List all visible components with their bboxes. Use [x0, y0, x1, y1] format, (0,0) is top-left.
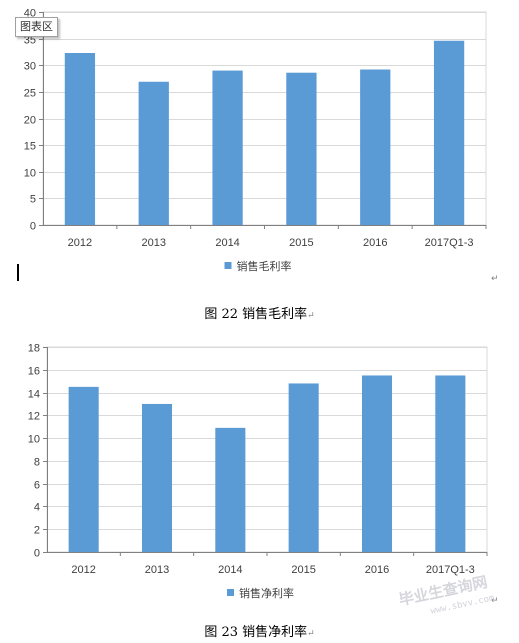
x-tick-label: 2014 — [215, 237, 239, 249]
y-tick-label: 10 — [28, 434, 40, 446]
caption-22-paragraph-mark: ↵ — [307, 311, 315, 321]
paragraph-mark-1: ↵ — [491, 274, 499, 284]
y-tick-label: 4 — [34, 502, 40, 514]
y-tick-label: 16 — [28, 366, 40, 378]
bar[interactable] — [141, 403, 173, 552]
legend-swatch — [224, 262, 232, 269]
text-cursor — [17, 264, 19, 281]
x-tick-label: 2017Q1-3 — [425, 237, 474, 249]
caption-figure-22: 图 22 销售毛利率↵ — [0, 303, 519, 322]
y-tick-label: 2 — [34, 525, 40, 537]
x-tick-label: 2014 — [218, 564, 242, 576]
bar[interactable] — [435, 375, 466, 552]
legend-label: 销售净利率 — [239, 586, 294, 600]
y-tick-label: 5 — [30, 194, 36, 206]
paragraph-mark-2: ↵ — [491, 596, 499, 606]
x-tick-label: 2013 — [145, 564, 169, 576]
y-tick-label: 14 — [28, 389, 40, 401]
caption-23-paragraph-mark: ↵ — [307, 629, 315, 639]
y-tick-label: 35 — [24, 35, 36, 47]
caption-figure-23: 图 23 销售净利率↵ — [0, 621, 519, 640]
x-tick-label: 2012 — [71, 564, 95, 576]
bar[interactable] — [433, 40, 465, 225]
chart-gross-margin[interactable]: 0 5 10 15 20 25 30 35 40 2012 2013 2014 2015 2016 2017… — [24, 8, 487, 274]
bar[interactable] — [360, 69, 391, 225]
x-tick-label: 2015 — [291, 564, 315, 576]
x-tick-label: 2015 — [289, 237, 313, 249]
caption-22-text: 图 22 销售毛利率 — [204, 307, 308, 322]
bar[interactable] — [361, 375, 393, 552]
chart-area-tooltip: 图表区 — [15, 17, 58, 37]
y-tick-label: 20 — [24, 115, 36, 127]
x-tick-label: 2012 — [68, 237, 92, 249]
bar[interactable] — [138, 81, 169, 225]
bar[interactable] — [215, 427, 246, 552]
plot-area — [46, 346, 488, 553]
caption-23-text: 图 23 销售净利率 — [204, 625, 308, 640]
legend-swatch — [227, 589, 234, 596]
y-tick-label: 0 — [30, 221, 36, 233]
bar[interactable] — [212, 70, 243, 225]
y-tick-label: 40 — [24, 8, 36, 20]
x-tick-label: 2013 — [142, 237, 166, 249]
y-tick-label: 10 — [24, 168, 36, 180]
y-tick-label: 8 — [34, 457, 40, 469]
y-tick-label: 18 — [28, 343, 40, 355]
y-tick-label: 6 — [34, 480, 40, 492]
bar[interactable] — [68, 386, 99, 552]
chart-net-margin[interactable]: 0 2 4 6 8 10 12 14 16 18 2012 2013 2014 2015 2016 2017Q… — [28, 343, 488, 601]
x-tick-label: 2016 — [363, 237, 387, 249]
bar[interactable] — [286, 72, 317, 225]
x-tick-label: 2017Q1-3 — [426, 564, 475, 576]
bar[interactable] — [288, 383, 319, 552]
y-tick-label: 25 — [24, 88, 36, 100]
x-tick-label: 2016 — [365, 564, 389, 576]
bar[interactable] — [64, 53, 96, 225]
y-tick-label: 0 — [34, 548, 40, 560]
legend-label: 销售毛利率 — [237, 259, 292, 273]
y-tick-label: 15 — [24, 141, 36, 153]
y-tick-label: 12 — [28, 411, 40, 423]
y-tick-label: 30 — [24, 61, 36, 73]
plot-area — [42, 11, 487, 226]
